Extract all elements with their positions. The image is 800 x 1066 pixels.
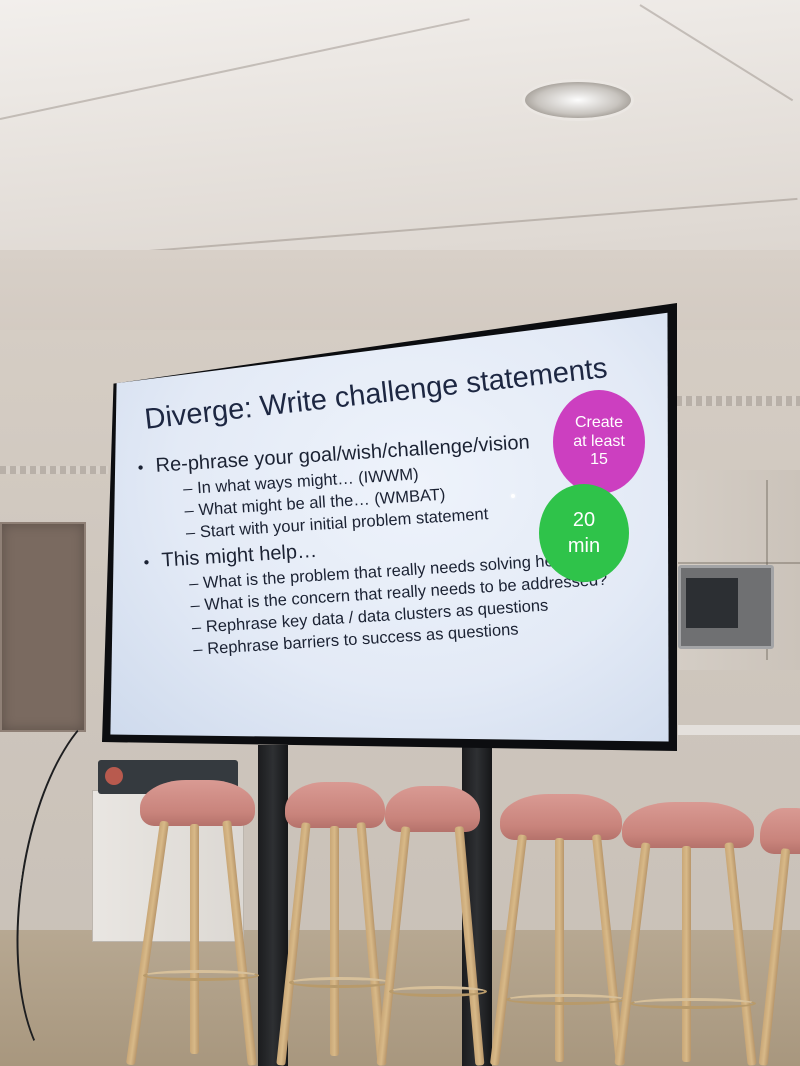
bullet-dot-icon: • xyxy=(143,554,150,572)
bullet-dot-icon: • xyxy=(137,459,144,477)
dash-icon: – xyxy=(188,574,199,593)
dash-icon: – xyxy=(192,640,204,659)
cupboard-seam xyxy=(678,562,800,564)
dash-icon: – xyxy=(185,523,196,543)
bar-stool xyxy=(614,802,762,1066)
bar-stool xyxy=(758,808,800,1066)
wall-vent-left xyxy=(0,466,108,474)
bar-stool xyxy=(276,782,395,1066)
create-count-badge-text: Create at least 15 xyxy=(573,414,625,469)
wall-vent-right xyxy=(676,396,800,406)
presentation-slide: Diverge: Write challenge statements • Re… xyxy=(110,312,669,742)
ceiling-downlight xyxy=(525,82,631,118)
bar-stool xyxy=(125,780,265,1066)
timer-badge-text: 20 min xyxy=(567,509,601,557)
kitchen-counter xyxy=(678,725,800,735)
laser-pointer-dot xyxy=(511,494,515,498)
pinboard xyxy=(0,522,86,732)
bin-logo-icon xyxy=(105,767,123,785)
create-count-badge: Create at least 15 xyxy=(553,390,645,494)
dash-icon: – xyxy=(189,596,201,615)
bar-stool xyxy=(376,786,495,1066)
slide-background: Diverge: Write challenge statements • Re… xyxy=(110,312,669,742)
bar-stool xyxy=(489,794,630,1066)
dash-icon: – xyxy=(182,479,193,499)
microwave-window xyxy=(686,578,738,628)
dash-icon: – xyxy=(191,618,202,637)
timer-badge: 20 min xyxy=(539,484,629,582)
dash-icon: – xyxy=(183,501,195,521)
